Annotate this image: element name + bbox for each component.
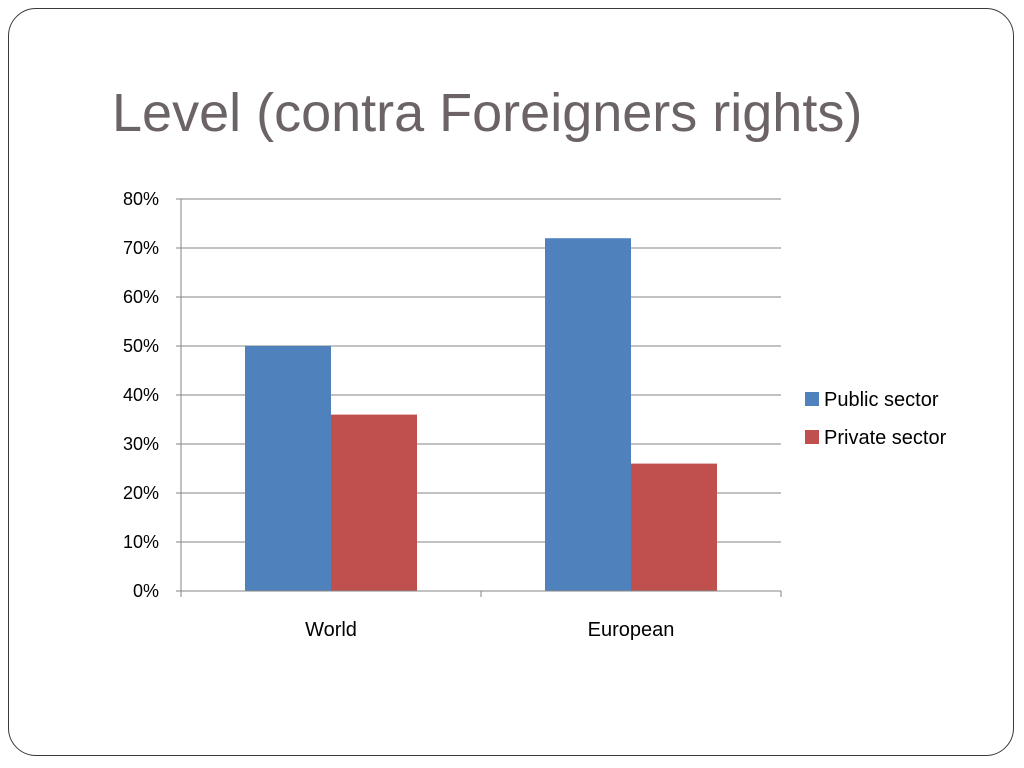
y-tick-label: 10%	[123, 532, 159, 552]
y-tick-label: 20%	[123, 483, 159, 503]
slide-frame	[8, 8, 1014, 756]
x-category-label: World	[305, 619, 357, 641]
bar-private-sector-european	[631, 463, 717, 591]
bars	[245, 238, 717, 591]
y-tick-label: 30%	[123, 434, 159, 454]
y-tick-label: 50%	[123, 336, 159, 356]
bar-public-sector-world	[245, 346, 331, 591]
legend-swatch-private-sector	[805, 430, 819, 444]
y-tick-label: 60%	[123, 287, 159, 307]
legend-label: Public sector	[824, 389, 939, 411]
bar-private-sector-world	[331, 414, 417, 591]
slide-title: Level (contra Foreigners rights)	[112, 83, 863, 143]
y-tick-label: 70%	[123, 238, 159, 258]
legend-swatch-public-sector	[805, 392, 819, 406]
bar-public-sector-european	[545, 238, 631, 591]
y-tick-label: 40%	[123, 385, 159, 405]
legend: Public sector Private sector	[805, 389, 947, 449]
y-tick-label: 80%	[123, 189, 159, 209]
legend-label: Private sector	[824, 427, 947, 449]
x-category-label: European	[588, 619, 675, 641]
axes: 0% 10% 20% 30% 40% 50% 60% 70% 80% World European	[123, 189, 782, 641]
y-tick-label: 0%	[133, 581, 159, 601]
